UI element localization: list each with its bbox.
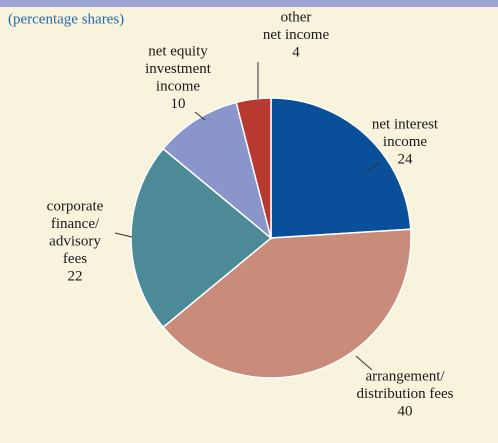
slice-label: distribution fees	[356, 386, 453, 402]
value-label: 40	[398, 403, 413, 419]
slice-label: net income	[263, 27, 330, 43]
slice-label: fees	[63, 251, 87, 267]
leader	[194, 111, 206, 121]
pie-slice	[162, 228, 412, 379]
slice-label: advisory	[49, 233, 101, 249]
pie-slice	[162, 101, 273, 241]
slice-label: investment	[145, 61, 212, 77]
value-label: 4	[292, 44, 300, 60]
slice-label: other	[281, 9, 312, 25]
slice-label: arrangement/	[365, 368, 445, 384]
leader	[114, 232, 133, 238]
leader	[365, 161, 381, 173]
pie-slice	[130, 147, 273, 329]
leader-lines	[114, 62, 381, 371]
value-label: 22	[68, 268, 83, 284]
leader	[355, 355, 373, 371]
top-bar	[0, 0, 498, 7]
pie-slice	[235, 97, 272, 239]
slice-label: net interest	[372, 116, 439, 132]
value-label: 24	[398, 151, 414, 167]
slice-label: income	[156, 78, 200, 94]
value-label: 10	[171, 96, 186, 112]
pie-slice	[270, 97, 412, 239]
slice-label: finance/	[51, 216, 100, 232]
chart-subtitle: (percentage shares)	[8, 11, 124, 27]
slice-label: income	[383, 134, 427, 150]
slice-label: net equity	[148, 43, 208, 59]
slice-label: corporate	[47, 198, 104, 214]
